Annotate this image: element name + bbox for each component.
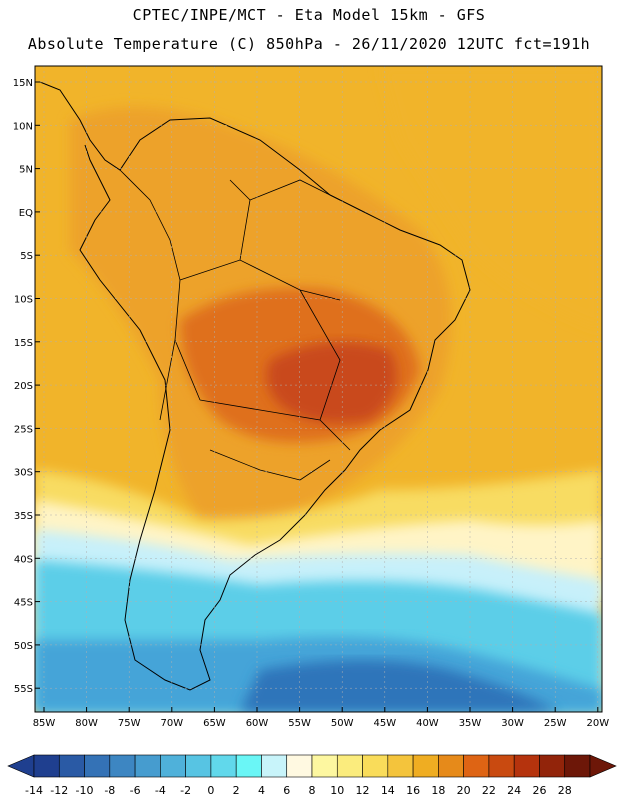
lat-label: 5S: [20, 251, 33, 262]
lon-label: 55W: [288, 718, 311, 729]
lat-label: 50S: [14, 641, 33, 652]
lon-label: 65W: [203, 718, 226, 729]
country-borders: [119, 169, 351, 481]
colorbar-arrow-right: [589, 754, 617, 778]
colorbar-tick-label: 22: [482, 784, 496, 797]
lon-label: 25W: [544, 718, 567, 729]
colorbar-swatch: [539, 754, 566, 778]
colorbar-tick-label: 18: [431, 784, 445, 797]
lat-label: 45S: [14, 598, 33, 609]
lat-label: 25S: [14, 424, 33, 435]
lat-label: 10N: [13, 121, 33, 132]
lat-label: 20S: [14, 381, 33, 392]
lon-label: 75W: [118, 718, 141, 729]
lon-label: 20W: [586, 718, 609, 729]
lon-label: 50W: [331, 718, 354, 729]
colorbar-swatch: [185, 754, 212, 778]
lon-label: 40W: [416, 718, 439, 729]
colorbar-tick-label: 0: [207, 784, 214, 797]
temperature-field: [35, 66, 602, 712]
colorbar-swatch: [134, 754, 161, 778]
lat-label: EQ: [19, 208, 33, 219]
colorbar-swatch: [210, 754, 237, 778]
colorbar-swatch: [463, 754, 490, 778]
colorbar-swatch: [438, 754, 464, 778]
colorbar-swatch: [109, 754, 136, 778]
colorbar-tick-label: -4: [155, 784, 166, 797]
colorbar-swatch: [336, 754, 363, 778]
colorbar-swatch: [387, 754, 414, 778]
colorbar-swatch: [58, 754, 85, 778]
colorbar-swatch: [362, 754, 389, 778]
lat-label: 35S: [14, 511, 33, 522]
lat-label: 30S: [14, 468, 33, 479]
lon-label: 45W: [373, 718, 396, 729]
colorbar-swatch: [311, 754, 338, 778]
colorbar-tick-label: 14: [381, 784, 395, 797]
lat-label: 55S: [14, 684, 33, 695]
colorbar-tick-label: 2: [233, 784, 240, 797]
colorbar-tick-label: -10: [76, 784, 94, 797]
colorbar-tick-label: -6: [130, 784, 141, 797]
colorbar-tick-label: 28: [558, 784, 572, 797]
lon-label: 35W: [459, 718, 482, 729]
plot-frame: [34, 65, 603, 713]
colorbar-swatch: [235, 754, 262, 778]
colorbar-swatch: [564, 754, 591, 778]
latitude-labels: 15N 10N 5N EQ 5S 10S 15S 20S 25S 30S 35S 40S 45S 50S 5…: [13, 78, 40, 695]
colorbar-arrow-left: [7, 754, 35, 778]
map-title-line1: CPTEC/INPE/MCT - Eta Model 15km - GFS: [132, 6, 486, 24]
map-title-line2: Absolute Temperature (C) 850hPa - 26/11/…: [27, 35, 591, 53]
colorbar-swatch: [488, 754, 515, 778]
lat-label: 10S: [14, 295, 33, 306]
colorbar-tick-label: -14: [25, 784, 43, 797]
colorbar-swatch: [513, 754, 540, 778]
lon-label: 70W: [160, 718, 183, 729]
colorbar-tick-label: 26: [532, 784, 546, 797]
colorbar-swatch: [33, 754, 60, 778]
colorbar-swatch: [261, 754, 288, 778]
lat-label: 15S: [14, 338, 33, 349]
longitude-labels: 85W 80W 75W 70W 65W 60W 55W 50W 45W 40W 35W 30W 25W 2…: [33, 707, 609, 729]
colorbar-tick-label: 12: [356, 784, 370, 797]
colorbar-swatch: [84, 754, 111, 778]
colorbar: -14 -12 -10 -8 -6 -4 -2 0 2 4 6 8 10 12 14 16 18 20 22 24 26…: [7, 754, 617, 797]
colorbar-tick-label: -8: [104, 784, 115, 797]
colorbar-tick-label: 6: [283, 784, 290, 797]
colorbar-tick-label: -2: [180, 784, 191, 797]
lat-label: 40S: [14, 554, 33, 565]
field-north-east-band: [380, 66, 602, 330]
colorbar-tick-label: 16: [406, 784, 420, 797]
lat-label: 15N: [13, 78, 33, 89]
colorbar-swatch: [160, 754, 186, 778]
colorbar-tick-label: 20: [457, 784, 471, 797]
colorbar-swatch: [412, 754, 439, 778]
lon-label: 30W: [501, 718, 524, 729]
lon-label: 85W: [33, 718, 56, 729]
colorbar-tick-label: 24: [507, 784, 521, 797]
colorbar-tick-label: 10: [330, 784, 344, 797]
colorbar-tick-label: 8: [309, 784, 316, 797]
field-dark-blue-band: [240, 660, 560, 712]
lon-label: 80W: [75, 718, 98, 729]
colorbar-tick-label: 4: [258, 784, 265, 797]
colorbar-swatch: [286, 754, 313, 778]
lat-label: 5N: [19, 165, 33, 176]
colorbar-tick-label: -12: [50, 784, 68, 797]
lon-label: 60W: [246, 718, 269, 729]
field-very-hot-core: [266, 342, 397, 423]
